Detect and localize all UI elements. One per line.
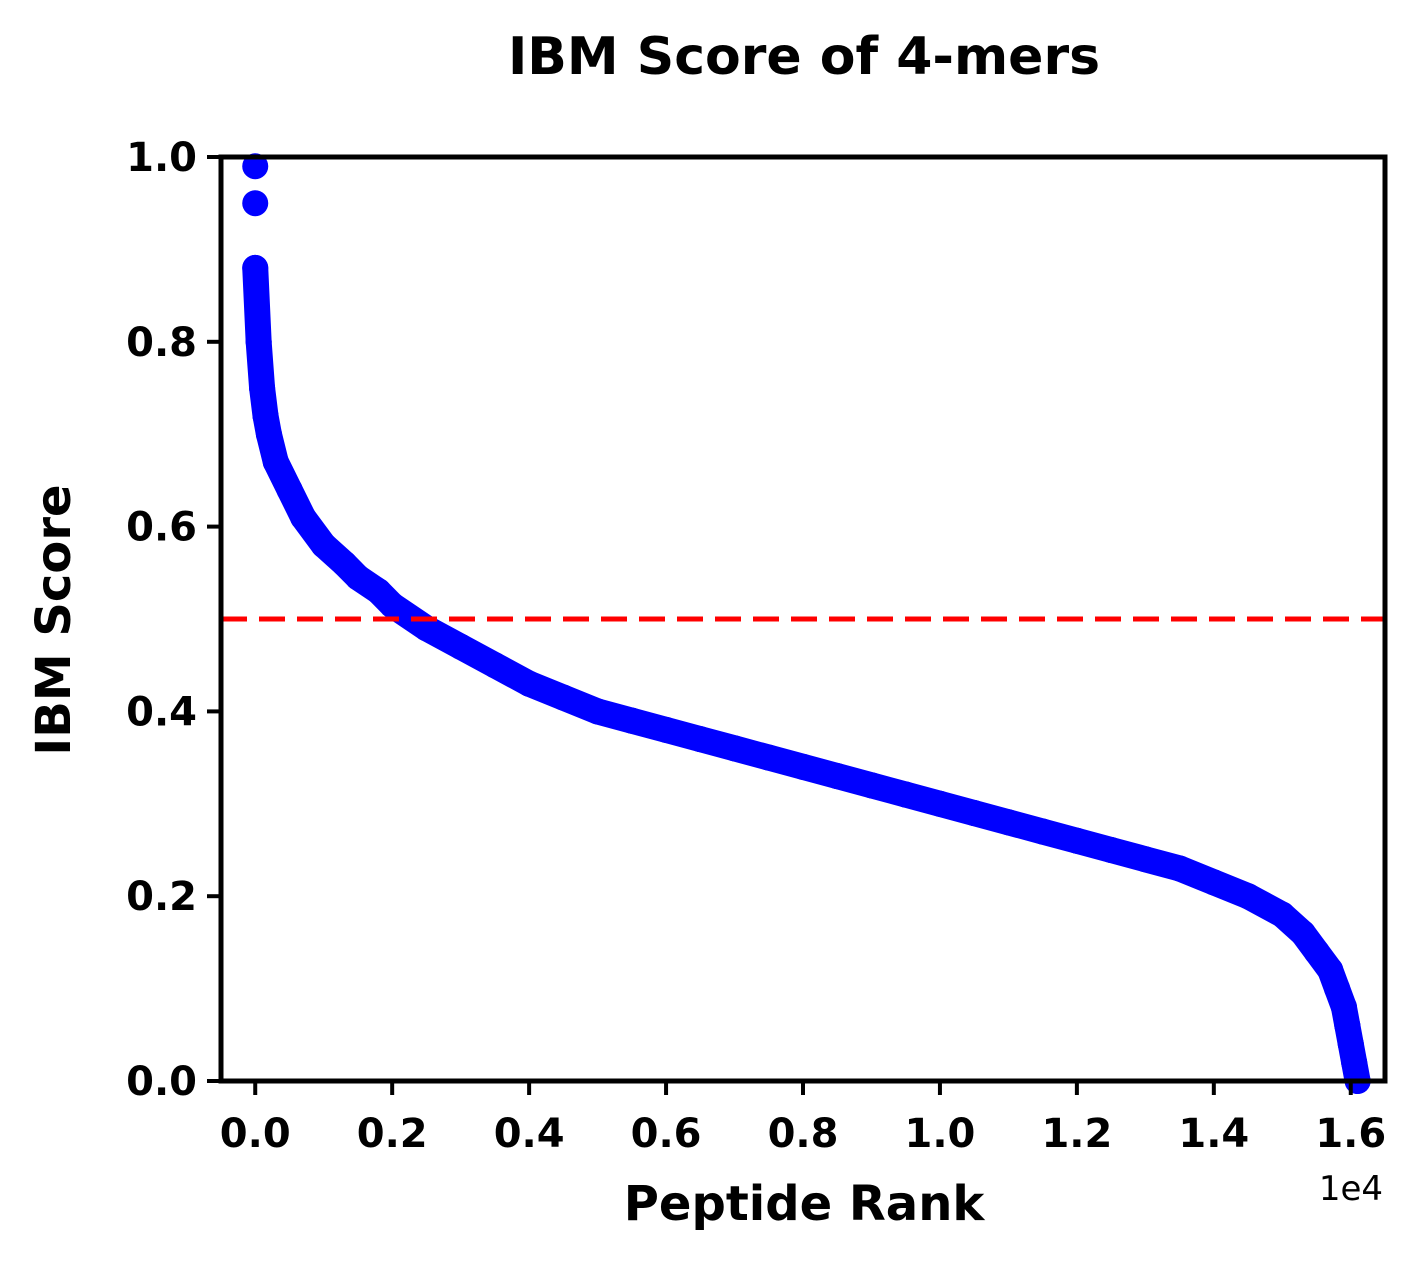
x-tick-label: 1.0 <box>905 1111 976 1157</box>
data-point <box>242 153 269 180</box>
data-point <box>242 190 269 217</box>
y-tick-label: 1.0 <box>126 135 197 181</box>
x-tick-label: 1.6 <box>1315 1111 1386 1157</box>
x-axis-ticks: 0.0 0.2 0.4 0.6 0.8 1.0 1.2 1.4 1.6 <box>220 1081 1386 1157</box>
y-axis-label: IBM Score <box>26 484 82 755</box>
y-tick-label: 0.6 <box>126 505 197 551</box>
x-axis-label: Peptide Rank <box>624 1176 986 1232</box>
x-tick-label: 0.6 <box>631 1111 702 1157</box>
x-axis-offset-label: 1e4 <box>1319 1169 1383 1209</box>
data-point-band <box>1341 1049 1371 1094</box>
x-tick-label: 0.0 <box>220 1111 291 1157</box>
data-points <box>242 153 1371 1094</box>
y-tick-label: 0.4 <box>126 689 197 735</box>
x-tick-label: 0.8 <box>768 1111 839 1157</box>
y-axis-ticks: 0.0 0.2 0.4 0.6 0.8 1.0 <box>126 135 221 1105</box>
y-tick-label: 0.0 <box>126 1059 197 1105</box>
y-tick-label: 0.8 <box>126 320 197 366</box>
x-tick-label: 0.2 <box>357 1111 428 1157</box>
x-tick-label: 0.4 <box>494 1111 565 1157</box>
chart-title: IBM Score of 4-mers <box>508 27 1100 87</box>
x-tick-label: 1.4 <box>1178 1111 1249 1157</box>
x-tick-label: 1.2 <box>1041 1111 1112 1157</box>
y-tick-label: 0.2 <box>126 874 197 920</box>
